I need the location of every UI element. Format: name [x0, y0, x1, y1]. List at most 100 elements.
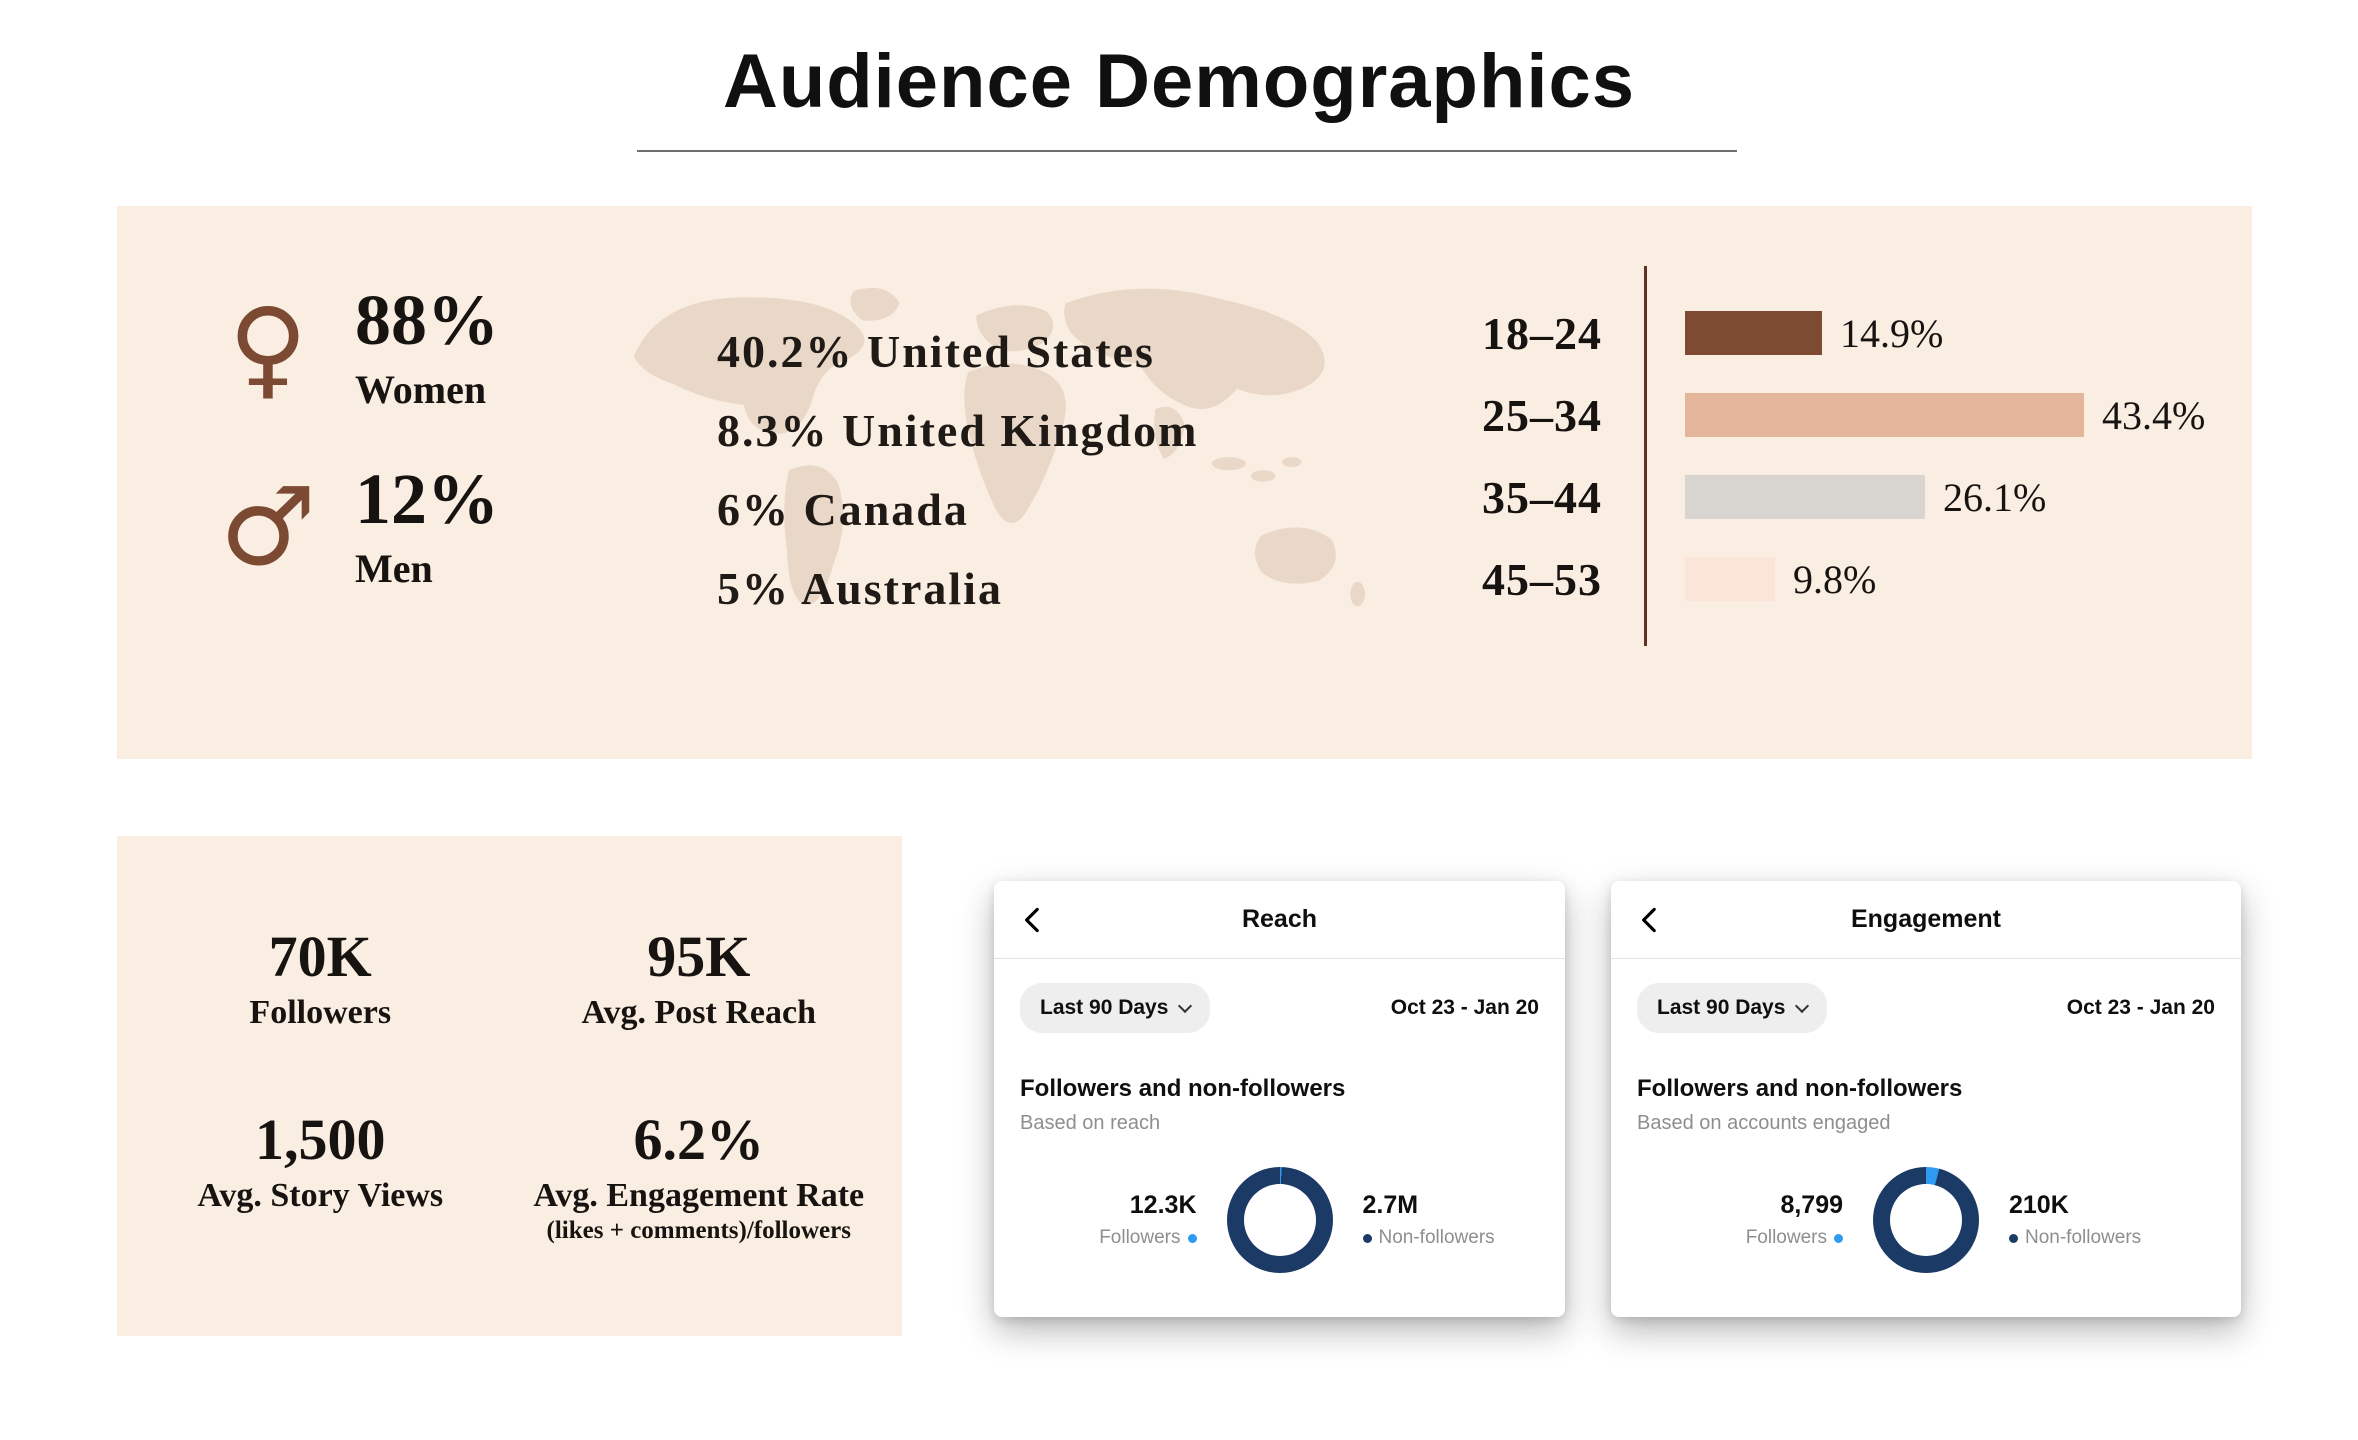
followers-dot-icon [1834, 1233, 1843, 1243]
nonfollowers-legend-label: Non-followers [1378, 1227, 1495, 1248]
stat-value: 6.2% [633, 1107, 764, 1172]
followers-value: 12.3K [1129, 1191, 1197, 1219]
nonfollowers-value: 210K [2009, 1191, 2069, 1219]
nonfollowers-stat: 210K Non-followers [1979, 1191, 2217, 1249]
account-stats-panel: 70K Followers 95K Avg. Post Reach 1,500 … [117, 836, 902, 1336]
page-title: Audience Demographics [722, 39, 1636, 124]
card-title: Reach [1241, 905, 1318, 933]
reach-card-header: Reach [994, 881, 1565, 959]
age-bar-25-34 [1685, 393, 2084, 437]
donut-hole [1243, 1184, 1316, 1256]
age-bar-value: 14.9% [1840, 310, 1944, 356]
section-title: Followers and non-followers [1020, 1075, 1346, 1102]
nonfollowers-value: 2.7M [1362, 1191, 1419, 1219]
age-axis-labels: 18–24 25–34 35–44 45–53 [1402, 266, 1602, 646]
reach-donut-chart [1226, 1167, 1333, 1273]
gender-row-women: ♀ 88% Women [205, 284, 499, 413]
card-title: Engagement [1850, 905, 2002, 933]
back-chevron-icon[interactable] [1633, 903, 1667, 937]
followers-legend-label: Followers [1099, 1227, 1181, 1248]
followers-stat: 12.3K Followers [1018, 1191, 1227, 1249]
country-item-canada: 6% Canada [717, 484, 969, 535]
stat-sublabel: (likes + comments)/followers [546, 1216, 851, 1244]
filter-row: Last 90 Days Oct 23 - Jan 20 [1611, 959, 2241, 1033]
stat-value: 1,500 [254, 1107, 386, 1172]
country-item-australia: 5% Australia [717, 563, 1003, 614]
nonfollowers-legend: Non-followers [1362, 1227, 1542, 1249]
nonfollowers-legend: Non-followers [2009, 1227, 2217, 1249]
title-underline [637, 150, 1737, 152]
engagement-donut-row: 8,799 Followers 210K Non-followers [1611, 1135, 2241, 1273]
men-percent: 12% [355, 459, 499, 539]
stat-avg-post-reach: 95K Avg. Post Reach [581, 924, 817, 1032]
date-range-label: Oct 23 - Jan 20 [2066, 996, 2215, 1019]
male-icon: ♂ [219, 464, 317, 590]
gender-row-men: ♂ 12% Men [205, 463, 499, 592]
section-title: Followers and non-followers [1637, 1075, 1963, 1102]
followers-value: 8,799 [1780, 1191, 1843, 1219]
stat-label: Followers [249, 994, 392, 1031]
stat-followers: 70K Followers [249, 924, 392, 1032]
followers-stat: 8,799 Followers [1635, 1191, 1873, 1249]
engagement-card-header: Engagement [1611, 881, 2241, 959]
demographics-panel: ♀ 88% Women ♂ 12% Men [117, 206, 2252, 759]
stat-label: Avg. Story Views [197, 1176, 444, 1214]
country-item-us: 40.2% United States [717, 326, 1155, 377]
date-filter-dropdown[interactable]: Last 90 Days [1637, 983, 1828, 1033]
country-list: 40.2% United States 8.3% United Kingdom … [717, 312, 1198, 628]
section-subtitle: Based on accounts engaged [1637, 1112, 1891, 1134]
age-bar-row: 26.1% [1685, 456, 2205, 538]
female-icon: ♀ [228, 285, 308, 411]
world-map-graphic [585, 264, 1400, 709]
age-bar-35-44 [1685, 475, 1925, 519]
age-bar-value: 26.1% [1943, 474, 2047, 520]
age-bar-18-24 [1685, 311, 1822, 355]
reach-card: Reach Last 90 Days Oct 23 - Jan 20 Follo… [994, 881, 1565, 1317]
date-filter-label: Last 90 Days [1657, 996, 1786, 1019]
date-range-label: Oct 23 - Jan 20 [1390, 996, 1539, 1019]
section-subtitle: Based on reach [1020, 1112, 1161, 1134]
age-category-label: 45–53 [1482, 553, 1602, 605]
followers-dot-icon [1187, 1233, 1197, 1243]
chevron-down-icon [1178, 998, 1193, 1013]
age-bar-45-53 [1685, 557, 1775, 601]
age-bar-row: 14.9% [1685, 292, 2205, 374]
gender-stats: ♀ 88% Women ♂ 12% Men [205, 284, 499, 592]
stat-value: 95K [647, 924, 751, 990]
engagement-card: Engagement Last 90 Days Oct 23 - Jan 20 … [1611, 881, 2241, 1317]
reach-section-head: Followers and non-followers Based on rea… [994, 1033, 1565, 1135]
followers-legend-label: Followers [1745, 1227, 1827, 1248]
followers-legend: Followers [1635, 1227, 1843, 1249]
filter-row: Last 90 Days Oct 23 - Jan 20 [994, 959, 1565, 1033]
date-filter-label: Last 90 Days [1040, 996, 1169, 1019]
country-item-uk: 8.3% United Kingdom [717, 405, 1199, 456]
nonfollowers-dot-icon [2009, 1233, 2018, 1243]
reach-donut-row: 12.3K Followers 2.7M Non-followers [994, 1135, 1565, 1273]
age-distribution-chart: 18–24 25–34 35–44 45–53 14.9% 43.4% 26.1… [1402, 266, 2205, 646]
stat-value: 70K [268, 924, 372, 990]
stat-avg-engagement-rate: 6.2% Avg. Engagement Rate (likes + comme… [533, 1107, 865, 1245]
donut-hole [1890, 1184, 1962, 1256]
age-bar-value: 43.4% [2102, 392, 2206, 438]
nonfollowers-stat: 2.7M Non-followers [1333, 1191, 1542, 1249]
nonfollowers-legend-label: Non-followers [2025, 1227, 2142, 1248]
chevron-down-icon [1795, 998, 1810, 1013]
stat-label: Avg. Post Reach [581, 994, 817, 1031]
engagement-section-head: Followers and non-followers Based on acc… [1611, 1033, 2241, 1135]
stat-avg-story-views: 1,500 Avg. Story Views [197, 1107, 444, 1245]
age-bar-row: 9.8% [1685, 538, 2205, 620]
nonfollowers-dot-icon [1362, 1233, 1372, 1243]
back-chevron-icon[interactable] [1016, 903, 1050, 937]
engagement-donut-chart [1873, 1167, 1979, 1273]
age-bar-value: 9.8% [1793, 556, 1877, 602]
women-label: Women [355, 367, 487, 412]
age-bars-area: 14.9% 43.4% 26.1% 9.8% [1644, 266, 2205, 646]
men-label: Men [355, 546, 433, 591]
age-bar-row: 43.4% [1685, 374, 2205, 456]
women-percent: 88% [355, 280, 499, 360]
date-filter-dropdown[interactable]: Last 90 Days [1020, 983, 1211, 1033]
age-category-label: 18–24 [1482, 307, 1602, 359]
age-category-label: 35–44 [1482, 471, 1602, 523]
stat-label: Avg. Engagement Rate [533, 1176, 865, 1214]
